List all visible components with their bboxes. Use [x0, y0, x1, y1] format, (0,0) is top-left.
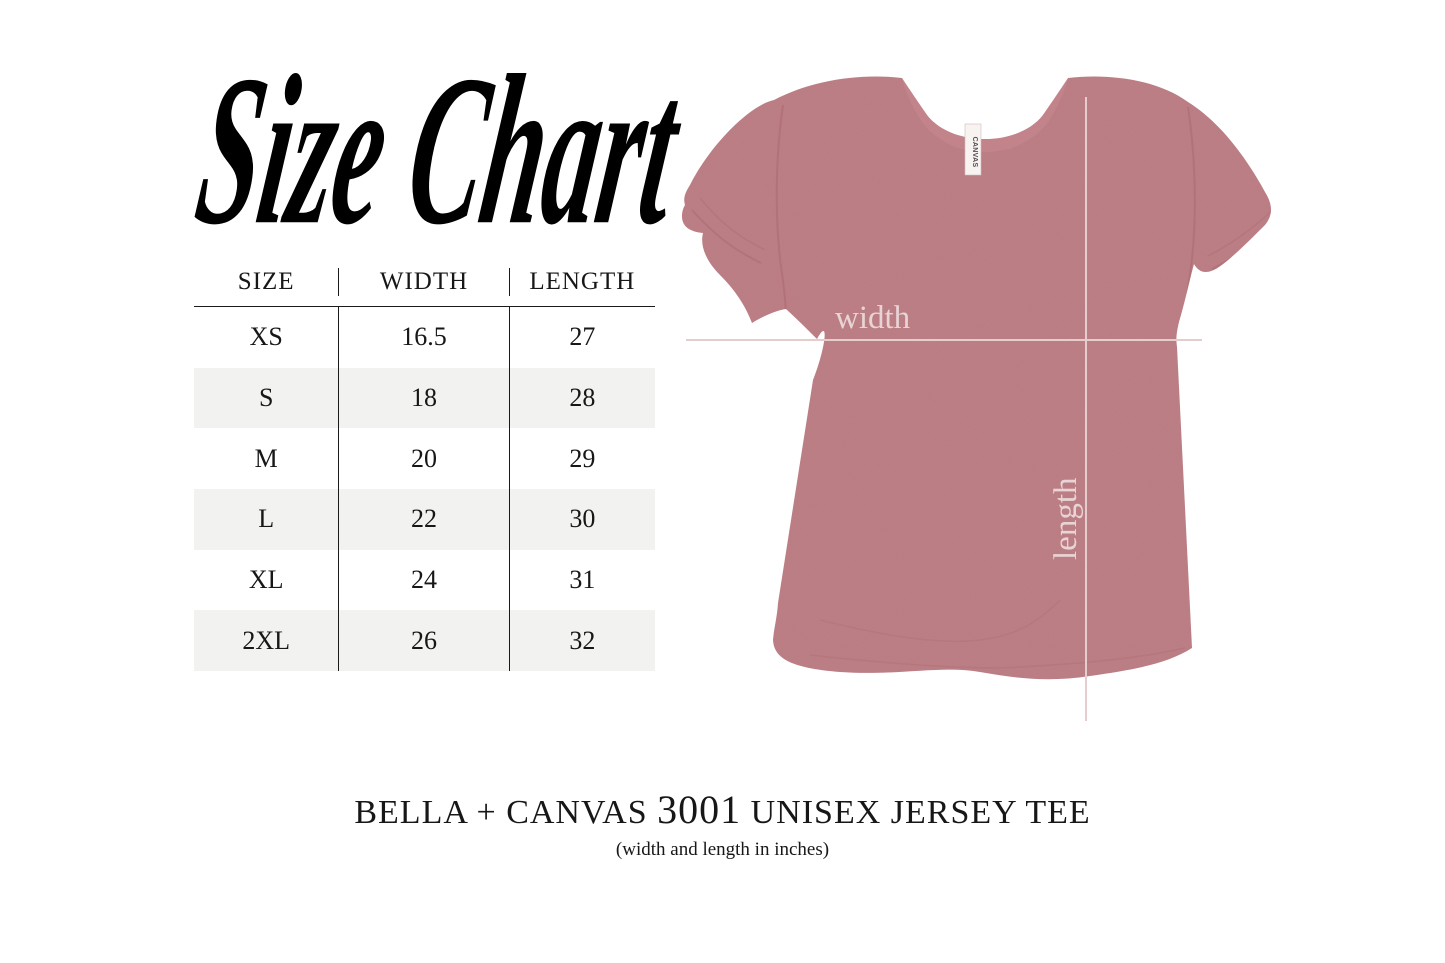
svg-text:CANVAS: CANVAS — [971, 137, 978, 168]
svg-text:width: width — [835, 300, 911, 336]
svg-text:length: length — [1048, 477, 1084, 560]
